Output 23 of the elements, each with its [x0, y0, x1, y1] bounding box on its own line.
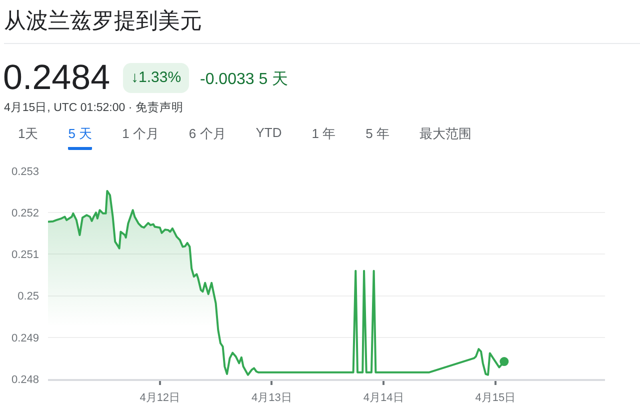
y-tick-label: 0.25: [18, 290, 39, 303]
chart-title: 从波兰兹罗提到美元: [4, 7, 202, 35]
x-tick-label: 4月13日: [252, 392, 292, 404]
y-tick-label: 0.249: [11, 332, 39, 344]
text: 1 年: [312, 125, 336, 143]
y-tick-label: 0.248: [11, 374, 39, 386]
x-tick-label: 4月14日: [363, 392, 404, 404]
y-tick-label: 0.252: [11, 207, 39, 220]
chart-subtitle: 4月15日, UTC 01:52:00 · 免责声明: [4, 100, 184, 115]
text: 1天: [18, 125, 38, 143]
text: 5 天: [68, 125, 92, 150]
text: YTD: [256, 125, 282, 142]
y-tick-label: 0.251: [11, 249, 39, 262]
y-tick-label: 0.253: [11, 166, 39, 178]
x-tick-label: 4月12日: [140, 392, 180, 404]
text: ↓1.33%: [123, 63, 190, 93]
text: 最大范围: [419, 125, 472, 143]
text: -0.0033 5 天: [200, 70, 288, 90]
text: 6 个月: [188, 125, 226, 143]
text: 5 年: [366, 125, 390, 143]
text: 1 个月: [122, 125, 159, 143]
text: 0.2484: [3, 58, 110, 98]
x-tick-label: 4月15日: [475, 392, 516, 404]
